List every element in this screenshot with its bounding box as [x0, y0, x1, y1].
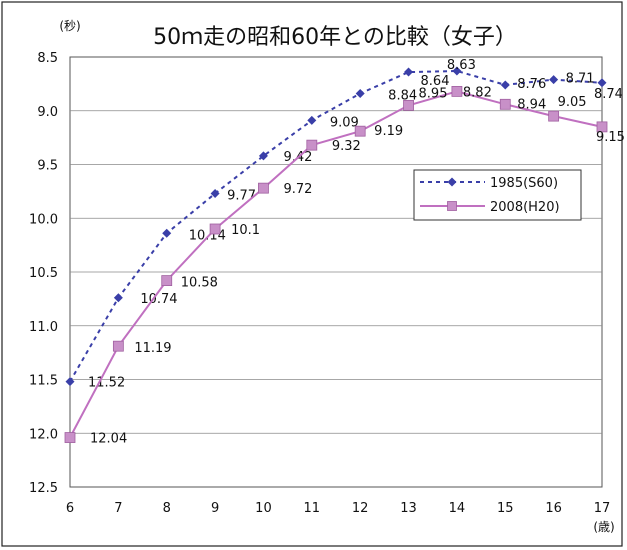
legend: 1985(S60) 2008(H20) [413, 169, 582, 221]
data-point-1985 [65, 377, 75, 387]
x-tick-label: 9 [211, 501, 219, 516]
data-label: 11.19 [134, 341, 171, 356]
data-point-2008 [64, 432, 76, 443]
y-tick-label: 9.5 [37, 159, 58, 174]
data-label: 8.82 [463, 85, 492, 100]
data-point-2008 [354, 125, 366, 137]
data-label: 10.1 [231, 223, 260, 238]
data-label: 12.04 [90, 432, 127, 447]
data-label: 9.77 [227, 189, 256, 204]
data-label: 9.05 [558, 95, 587, 110]
legend-label-2008: 2008(H20) [490, 200, 560, 215]
x-tick-label: 12 [352, 501, 369, 516]
data-point-2008 [403, 99, 414, 111]
data-point-2008 [209, 223, 221, 235]
data-label: 8.71 [566, 72, 595, 87]
y-tick-label: 10.5 [29, 266, 58, 281]
data-point-1985 [307, 115, 317, 125]
y-tick-label: 12.5 [29, 481, 58, 496]
data-point-2008 [258, 182, 269, 194]
series-line-2008 [69, 90, 603, 438]
data-point-1985 [113, 293, 123, 303]
x-tick-label: 14 [449, 501, 466, 516]
data-point-2008 [161, 275, 173, 287]
data-point-1985 [452, 66, 462, 76]
x-axis-unit-label: (歳) [593, 520, 614, 534]
x-tick-labels: 6 7 8 9 10 11 12 13 14 15 16 17 [66, 501, 610, 516]
data-label: 11.52 [88, 376, 125, 391]
data-label: 10.74 [140, 292, 177, 307]
data-point-2008 [112, 340, 124, 352]
x-tick-label: 7 [114, 501, 122, 516]
data-point-1985 [355, 89, 365, 99]
data-label: 8.64 [421, 74, 450, 89]
y-tick-label: 11.5 [29, 374, 58, 389]
data-point-2008 [596, 121, 608, 133]
data-point-1985 [597, 78, 607, 88]
series-line-1985 [69, 69, 603, 383]
data-point-1985 [162, 228, 172, 238]
data-label: 10.58 [181, 276, 218, 291]
x-tick-label: 13 [400, 501, 417, 516]
x-tick-label: 6 [66, 501, 74, 516]
y-tick-label: 11.0 [29, 320, 58, 335]
data-label: 8.84 [388, 89, 417, 104]
data-label: 8.63 [447, 58, 476, 73]
legend-box [413, 169, 582, 221]
legend-marker-1985 [447, 177, 457, 187]
x-tick-label: 10 [255, 501, 272, 516]
data-point-2008 [306, 139, 318, 151]
data-label: 8.95 [419, 86, 448, 101]
data-point-2008 [499, 98, 511, 110]
y-tick-label: 10.0 [29, 212, 58, 227]
data-point-2008 [548, 110, 560, 122]
data-point-1985 [500, 80, 510, 90]
data-label: 9.19 [374, 124, 403, 139]
data-label: 9.72 [283, 182, 312, 197]
legend-marker-2008 [447, 201, 457, 211]
series-layer: 11.5210.7410.149.779.429.098.848.648.638… [64, 58, 625, 447]
data-point-1985 [404, 67, 414, 77]
x-tick-label: 11 [304, 501, 321, 516]
y-tick-labels: 8.5 9.0 9.5 10.0 10.5 11.0 11.5 12.0 12.5 [29, 51, 58, 496]
data-point-1985 [549, 75, 559, 85]
data-label: 9.32 [332, 139, 361, 154]
y-tick-label: 12.0 [29, 427, 58, 442]
data-point-1985 [258, 151, 268, 161]
chart-title: 50ｍ走の昭和60年との比較（女子） [153, 25, 517, 50]
y-axis-unit-label: (秒) [59, 19, 80, 33]
x-tick-label: 16 [545, 501, 562, 516]
data-point-1985 [210, 189, 220, 199]
x-tick-label: 15 [497, 501, 514, 516]
data-point-2008 [451, 86, 463, 97]
plot-area: 8.5 9.0 9.5 10.0 10.5 11.0 11.5 12.0 12.5 6 7 8 9 10… [29, 51, 625, 516]
data-label: 8.74 [594, 87, 623, 102]
legend-label-1985: 1985(S60) [490, 176, 558, 191]
data-label: 8.76 [517, 77, 546, 92]
x-tick-label: 8 [163, 501, 171, 516]
y-tick-label: 8.5 [37, 51, 58, 66]
data-label: 9.15 [596, 130, 625, 145]
data-label: 8.94 [517, 97, 546, 112]
x-tick-label: 17 [594, 501, 611, 516]
data-label: 9.09 [330, 115, 359, 130]
y-tick-label: 9.0 [37, 105, 58, 120]
